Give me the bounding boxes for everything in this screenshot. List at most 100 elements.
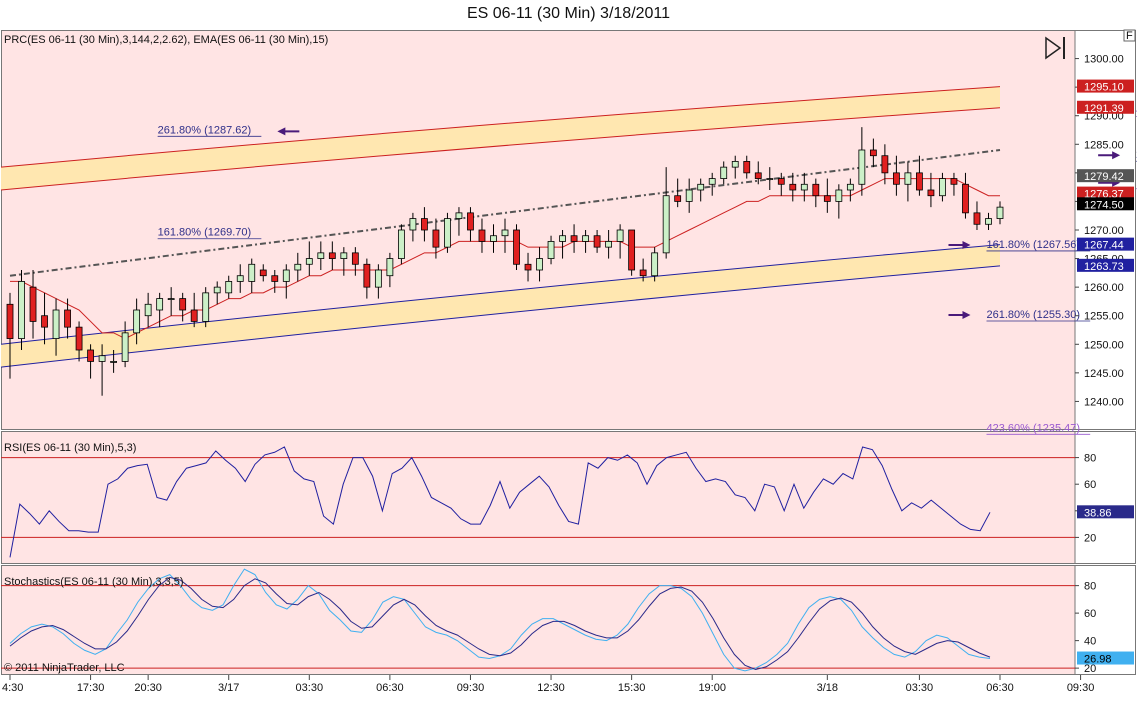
candle-down	[6, 303, 14, 339]
x-tick-label: 20:30	[134, 682, 162, 694]
candle-up	[662, 195, 670, 254]
price-tag-label: 1263.73	[1084, 261, 1124, 273]
candle-up	[225, 281, 233, 294]
candle-down	[973, 212, 981, 225]
candle-up	[708, 178, 716, 185]
candle-up	[697, 183, 705, 191]
candle-down	[962, 183, 969, 214]
rsi-value-tag	[1077, 505, 1134, 519]
candle-up	[110, 361, 118, 363]
pane-background-1	[1, 431, 1075, 564]
candle-down	[950, 178, 958, 185]
candle-down	[363, 263, 371, 288]
candle-up	[846, 183, 854, 191]
x-tick-label: 09:30	[1067, 682, 1095, 694]
chart-title: ES 06-11 (30 Min) 3/18/2011	[466, 5, 671, 22]
candle-up	[144, 303, 152, 317]
price-tag	[1077, 186, 1134, 200]
candle-down	[524, 263, 532, 271]
y-axis-area-0	[1075, 30, 1136, 430]
candle-down	[467, 212, 474, 231]
candle-down	[87, 349, 94, 362]
x-tick-label: 15:30	[618, 682, 646, 694]
candle-down	[812, 183, 820, 197]
candle-down	[593, 235, 601, 248]
fib-arrow-icon	[948, 311, 971, 319]
candle-up	[547, 241, 555, 259]
candle-up	[582, 235, 589, 242]
x-tick-label: 03:30	[906, 682, 934, 694]
candle-down	[513, 229, 520, 265]
candle-down	[823, 195, 831, 202]
candle-up	[455, 212, 463, 219]
price-tick-label: 1260.00	[1084, 282, 1124, 294]
pane-frame-0	[1, 30, 1136, 430]
candle-down	[432, 229, 440, 248]
x-tick-label: 4:30	[2, 682, 23, 694]
candle-up	[904, 172, 912, 185]
stoch-line-D	[9, 576, 991, 671]
candle-down	[259, 269, 267, 277]
rsi-line	[9, 446, 991, 558]
candle-down	[674, 195, 682, 202]
candle-up	[202, 292, 210, 322]
price-tick-label: 1255.00	[1084, 311, 1124, 323]
skip-to-end-icon[interactable]	[1045, 36, 1062, 60]
x-tick-label: 17:30	[77, 682, 105, 694]
candle-up	[501, 229, 509, 237]
x-tick-label: 3/17	[218, 682, 239, 694]
candle-up	[282, 269, 290, 282]
candle-up	[720, 166, 728, 179]
candle-up	[996, 206, 1004, 219]
price-tag	[1077, 197, 1134, 211]
stoch-tick-label: 20	[1084, 663, 1096, 675]
price-tag-label: 1295.10	[1084, 82, 1124, 94]
x-tick-label: 06:30	[376, 682, 404, 694]
x-tick-label: 19:00	[698, 682, 726, 694]
candle-down	[639, 269, 647, 277]
candle-up	[121, 332, 129, 362]
candle-down	[41, 315, 48, 328]
stoch-indicator-label: Stochastics(ES 06-11 (30 Min),3,3,5)	[4, 576, 184, 588]
candle-up	[374, 269, 382, 288]
price-tick-label: 1300.00	[1084, 54, 1124, 66]
y-axis-area-1	[1075, 431, 1136, 564]
candle-up	[409, 218, 417, 231]
stoch-tick-label: 40	[1084, 636, 1096, 648]
price-tag	[1077, 79, 1134, 93]
candle-down	[789, 183, 797, 191]
stoch-value-label: 26.98	[1084, 654, 1112, 666]
fib-label: 161.80% (1269.70)	[158, 227, 252, 239]
candle-up	[236, 275, 244, 282]
fib-arrow-icon	[1098, 151, 1121, 160]
price-tick-label: 1270.00	[1084, 225, 1124, 237]
fib-label: 261.80% (1255.30)	[986, 309, 1080, 321]
candle-down	[29, 286, 37, 322]
candle-up	[536, 258, 543, 271]
corner-f-button[interactable]	[1123, 29, 1136, 42]
candle-down	[927, 189, 935, 197]
rsi-indicator-label: RSI(ES 06-11 (30 Min),5,3)	[4, 442, 136, 454]
candle-up	[52, 309, 60, 339]
candle-up	[939, 178, 946, 197]
upper-channel-outer-line	[0, 86, 1001, 168]
candle-down	[421, 218, 428, 231]
x-tick-label: 12:30	[537, 682, 565, 694]
price-tag-label: 1291.39	[1084, 103, 1124, 115]
candle-up	[386, 258, 394, 277]
fib-arrow-icon	[948, 240, 971, 249]
lower-channel-outer-line	[0, 265, 1001, 368]
candle-up	[248, 263, 256, 282]
x-tick-label: 03:30	[296, 682, 324, 694]
candle-up	[167, 298, 175, 300]
fib-label: 423.60% (1235.47)	[986, 422, 1080, 434]
price-tag	[1077, 100, 1134, 114]
candle-up	[616, 229, 624, 242]
candle-up	[490, 235, 497, 242]
candle-up	[294, 263, 302, 271]
candle-down	[64, 309, 71, 328]
rsi-tick-label: 80	[1084, 453, 1096, 465]
candle-down	[478, 229, 486, 242]
